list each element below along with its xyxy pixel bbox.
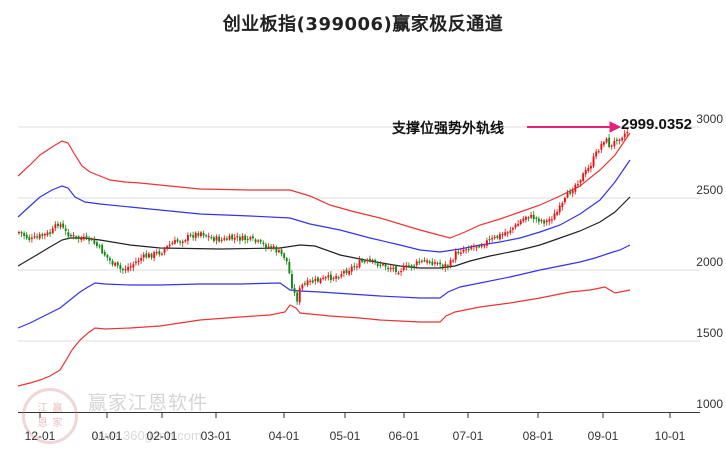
x-tick-label: 05-01	[329, 429, 361, 443]
y-tick-1000: 1000	[696, 397, 723, 411]
lower-outer-band	[17, 286, 631, 387]
x-tick-label: 01-01	[91, 429, 123, 443]
x-tick-label: 09-01	[587, 429, 619, 443]
middle-band	[17, 196, 631, 269]
watermark-name: 赢家江恩软件	[88, 392, 209, 414]
seal-char: 赢	[52, 403, 63, 414]
x-tick-label: 10-01	[654, 429, 686, 443]
x-tick-label: 02-01	[146, 429, 178, 443]
annotation-arrow	[527, 121, 622, 133]
x-tick-label: 04-01	[268, 429, 300, 443]
x-tick-label: 07-01	[452, 429, 484, 443]
x-tick-label: 12-01	[24, 429, 56, 443]
watermark-seal: 江 赢 恩 家	[22, 388, 78, 444]
x-tick-label: 08-01	[522, 429, 554, 443]
y-tick-3000: 3000	[696, 112, 723, 126]
chart-title: 创业板指(399006)赢家极反通道	[222, 14, 504, 35]
x-axis	[18, 412, 700, 418]
seal-char: 恩	[37, 418, 48, 429]
y-tick-1500: 1500	[696, 326, 723, 340]
annotation-label: 支撑位强势外轨线	[392, 121, 504, 137]
x-tick-label: 06-01	[388, 429, 420, 443]
y-tick-2000: 2000	[696, 255, 723, 269]
candlesticks	[18, 128, 629, 306]
upper-inner-band	[17, 159, 631, 253]
y-tick-2500: 2500	[696, 183, 723, 197]
gridlines	[18, 126, 700, 342]
seal-char: 家	[52, 418, 63, 429]
annotation-value: 2999.0352	[621, 116, 692, 133]
x-tick-label: 03-01	[200, 429, 232, 443]
watermark-url: www.360gann.com	[92, 428, 202, 443]
seal-char: 江	[37, 403, 48, 414]
upper-outer-band	[17, 132, 631, 239]
